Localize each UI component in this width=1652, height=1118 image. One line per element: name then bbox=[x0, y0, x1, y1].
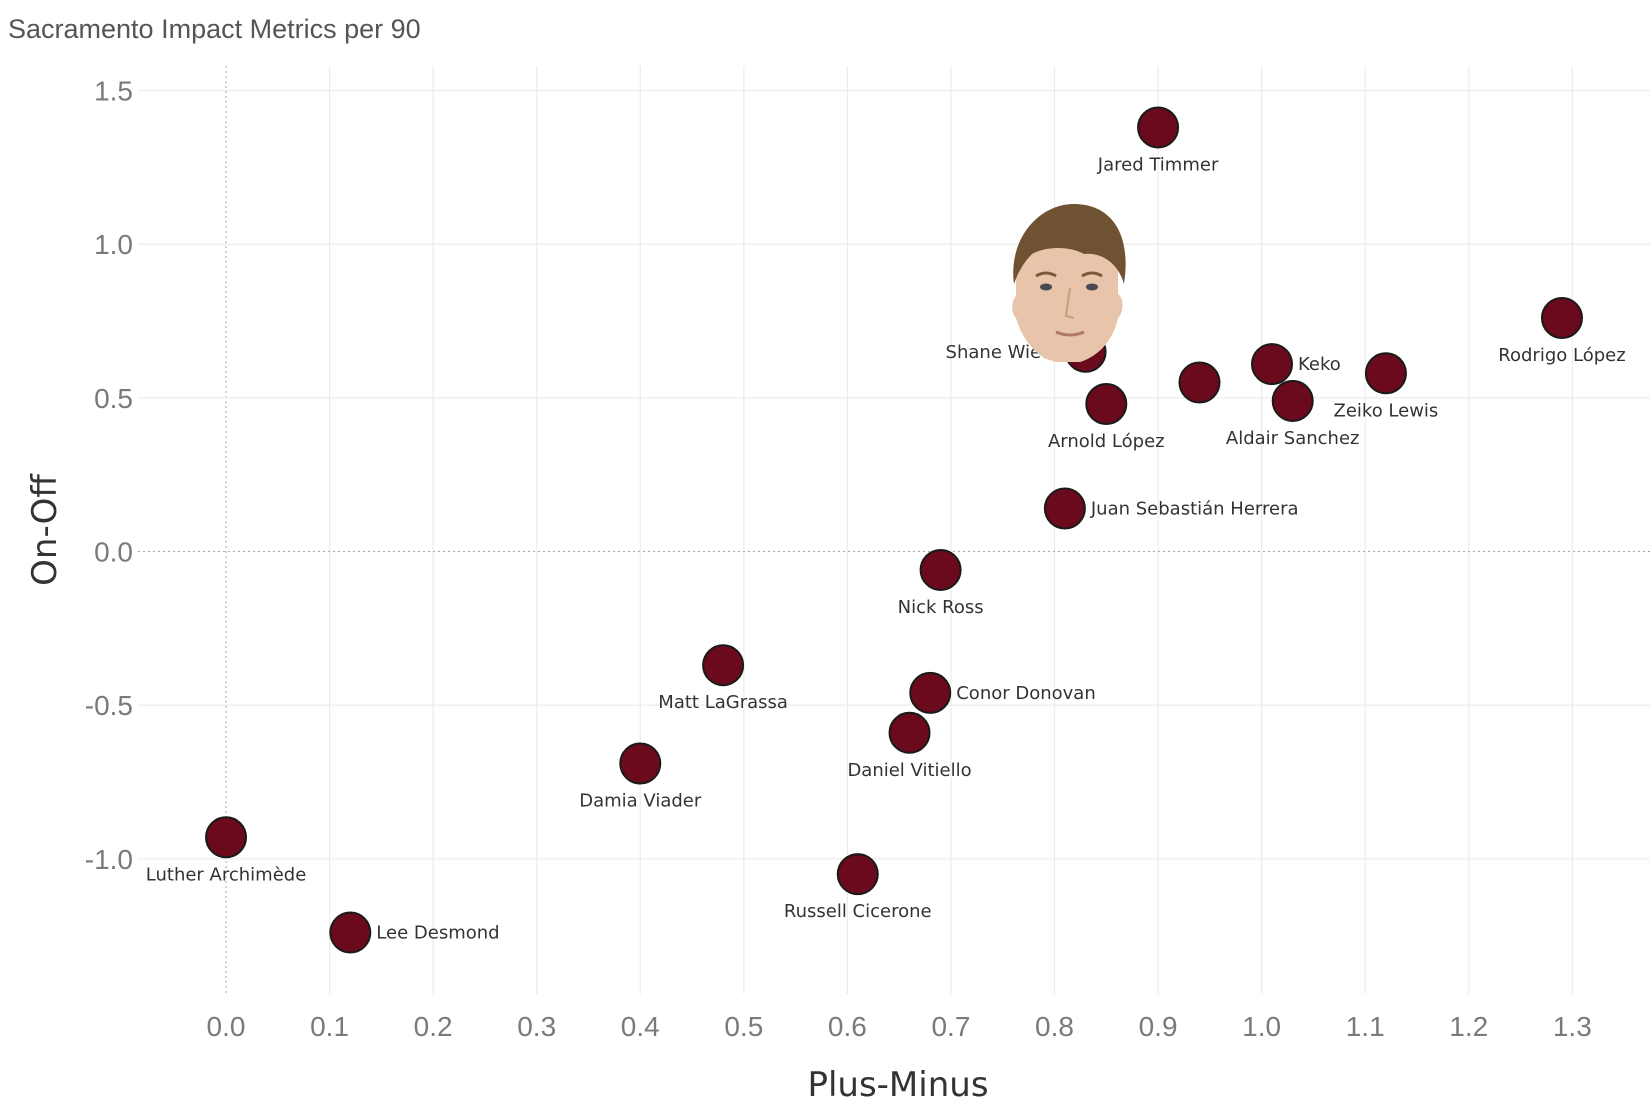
data-point[interactable] bbox=[1251, 343, 1293, 386]
axes: 0.0 0.1 0.2 0.3 0.4 0.5 0.6 0.7 0.8 0.9 1.0 1.1 1.2 1… bbox=[25, 76, 1592, 1105]
x-tick-label: 1.1 bbox=[1346, 1011, 1385, 1042]
data-point[interactable] bbox=[836, 853, 879, 896]
x-tick-label: 0.6 bbox=[828, 1011, 867, 1042]
point-label: Daniel Vitiello bbox=[847, 760, 971, 781]
y-tick-label: -1.0 bbox=[85, 844, 133, 875]
point-label: Jared Timmer bbox=[1097, 154, 1219, 175]
y-axis-title: On-Off bbox=[25, 473, 65, 586]
data-point[interactable] bbox=[1085, 383, 1128, 426]
x-tick-label: 0.5 bbox=[724, 1011, 763, 1042]
point-label: Aldair Sanchez bbox=[1226, 428, 1360, 449]
x-tick-label: 1.3 bbox=[1553, 1011, 1592, 1042]
point-label: Juan Sebastián Herrera bbox=[1090, 498, 1299, 519]
data-point[interactable] bbox=[1137, 106, 1180, 149]
x-tick-label: 0.2 bbox=[414, 1011, 453, 1042]
x-tick-label: 0.4 bbox=[621, 1011, 660, 1042]
point-label: Lee Desmond bbox=[376, 923, 499, 944]
chart-title: Sacramento Impact Metrics per 90 bbox=[8, 14, 421, 44]
x-tick-label: 0.8 bbox=[1035, 1011, 1074, 1042]
x-tick-label: 1.2 bbox=[1449, 1011, 1488, 1042]
point-label: Keko bbox=[1298, 354, 1341, 375]
y-tick-label: 0.0 bbox=[94, 537, 133, 568]
data-point[interactable] bbox=[702, 644, 745, 687]
y-tick-label: 0.5 bbox=[94, 383, 133, 414]
point-label: Zeiko Lewis bbox=[1334, 400, 1439, 421]
x-tick-label: 0.3 bbox=[517, 1011, 556, 1042]
y-tick-label: -0.5 bbox=[85, 690, 133, 721]
x-tick-label: 0.7 bbox=[931, 1011, 970, 1042]
point-label: Damia Viader bbox=[579, 791, 702, 812]
data-point[interactable] bbox=[909, 671, 952, 714]
data-point[interactable] bbox=[205, 816, 248, 859]
point-labels: Jared Timmer Rodrigo López Shane Wiedt Keko… bbox=[146, 154, 1626, 943]
point-label: Conor Donovan bbox=[956, 683, 1096, 704]
data-point[interactable] bbox=[1178, 361, 1221, 404]
x-tick-label: 1.0 bbox=[1242, 1011, 1281, 1042]
data-point[interactable] bbox=[1540, 296, 1583, 339]
point-label: Nick Ross bbox=[898, 597, 984, 618]
player-photo bbox=[1012, 204, 1126, 362]
data-point[interactable] bbox=[919, 548, 962, 591]
point-label: Rodrigo López bbox=[1498, 345, 1625, 366]
player-headshot-icon bbox=[1012, 204, 1126, 362]
point-label: Shane Wiedt bbox=[946, 342, 1060, 363]
grid bbox=[138, 66, 1650, 994]
y-tick-label: 1.0 bbox=[94, 229, 133, 260]
data-point[interactable] bbox=[1043, 487, 1086, 530]
data-point[interactable] bbox=[1271, 379, 1314, 422]
point-label: Arnold López bbox=[1048, 431, 1165, 452]
x-tick-label: 0.9 bbox=[1139, 1011, 1178, 1042]
x-tick-label: 0.0 bbox=[207, 1011, 246, 1042]
x-tick-label: 0.1 bbox=[310, 1011, 349, 1042]
point-label: Luther Archimède bbox=[146, 864, 307, 885]
y-tick-label: 1.5 bbox=[94, 76, 133, 107]
point-label: Matt LaGrassa bbox=[658, 692, 788, 713]
data-point[interactable] bbox=[888, 711, 931, 754]
data-point[interactable] bbox=[1364, 352, 1407, 395]
point-label: Russell Cicerone bbox=[784, 901, 932, 922]
data-point[interactable] bbox=[329, 911, 372, 954]
x-axis-title: Plus-Minus bbox=[807, 1065, 988, 1105]
data-point[interactable] bbox=[619, 742, 662, 785]
data-points bbox=[205, 106, 1583, 954]
